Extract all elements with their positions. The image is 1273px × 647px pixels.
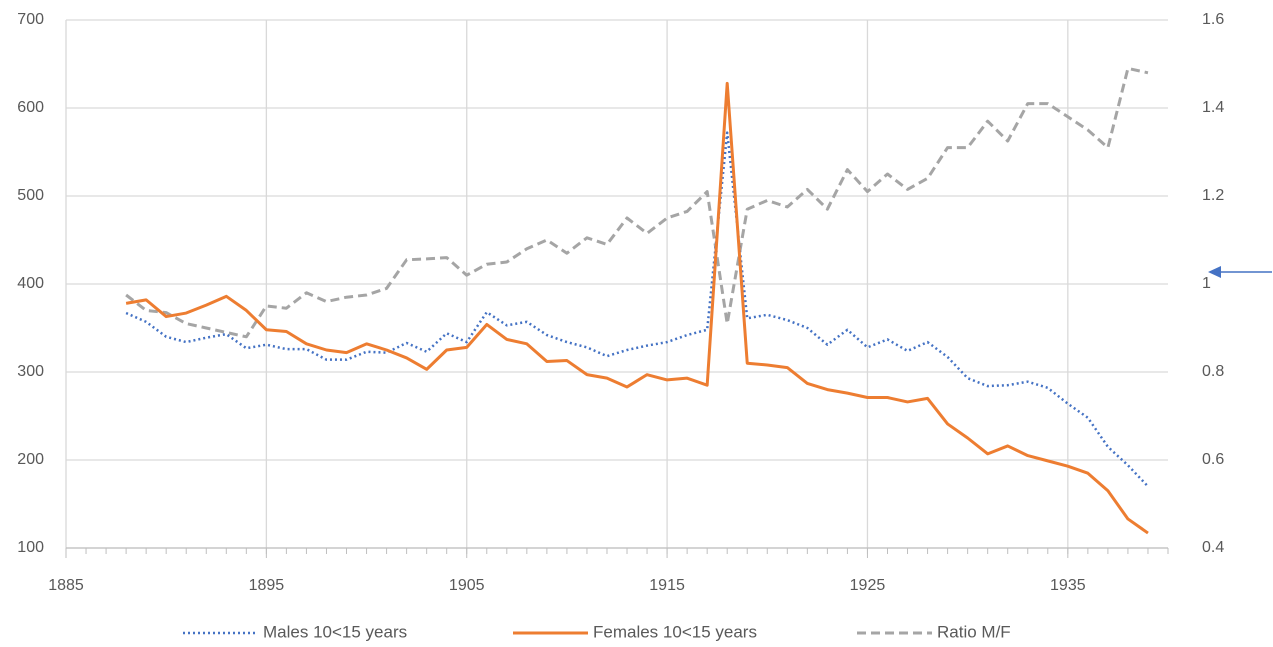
y-tick-label: 300 — [17, 363, 44, 380]
annotation-arrow — [1208, 266, 1272, 278]
x-tick-label: 1895 — [249, 577, 285, 594]
x-tick-label: 1905 — [449, 577, 485, 594]
y2-tick-label: 1.4 — [1202, 99, 1224, 116]
data-line — [125, 131, 1149, 488]
x-tick-label: 1915 — [649, 577, 685, 594]
legend-label: Ratio M/F — [937, 622, 1011, 641]
y2-tick-label: 0.4 — [1202, 539, 1224, 556]
y2-tick-label: 0.8 — [1202, 363, 1224, 380]
legend-label: Males 10<15 years — [263, 622, 407, 641]
y-tick-label: 100 — [17, 539, 44, 556]
x-tick-label: 1925 — [850, 577, 886, 594]
y-tick-label: 700 — [17, 11, 44, 28]
legend-label: Females 10<15 years — [593, 622, 757, 641]
y2-tick-label: 1 — [1202, 275, 1211, 292]
y2-tick-label: 0.6 — [1202, 451, 1224, 468]
y-tick-label: 600 — [17, 99, 44, 116]
data-line — [125, 81, 1149, 535]
y-tick-label: 400 — [17, 275, 44, 292]
y-tick-label: 500 — [17, 187, 44, 204]
x-tick-label: 1885 — [48, 577, 84, 594]
y2-tick-label: 1.2 — [1202, 187, 1224, 204]
y-tick-label: 200 — [17, 451, 44, 468]
data-line — [125, 66, 1149, 339]
x-tick-label: 1935 — [1050, 577, 1086, 594]
y2-tick-label: 1.6 — [1202, 11, 1224, 28]
